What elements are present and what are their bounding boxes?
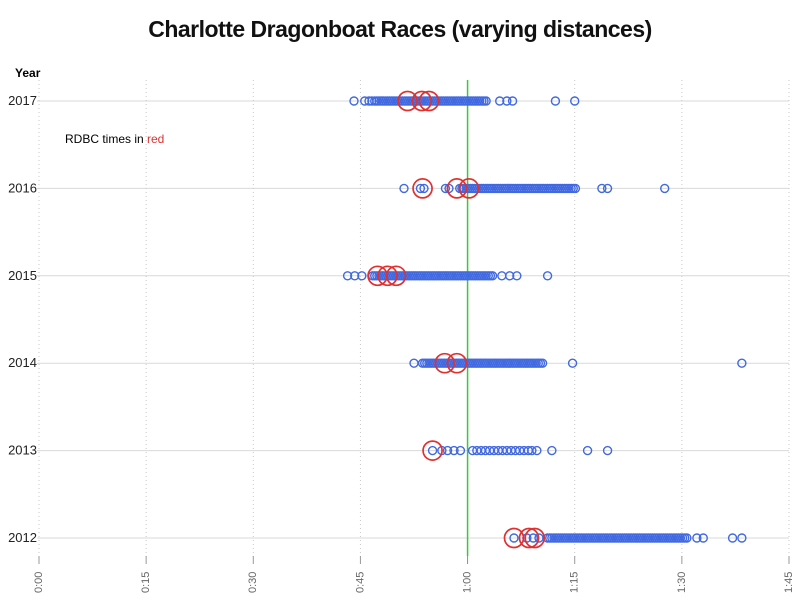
rdbc-time-point: [377, 265, 398, 287]
race-time-point: [727, 533, 738, 543]
race-time-point: [602, 445, 613, 456]
x-tick-label: 0:15: [140, 572, 152, 593]
race-time-point: [487, 271, 498, 281]
race-time-point: [507, 96, 518, 106]
rdbc-time-point: [434, 352, 456, 374]
race-time-point: [692, 533, 702, 543]
race-time-point: [570, 183, 581, 194]
year-tick-label: 2012: [8, 530, 37, 545]
race-time-point: [570, 96, 580, 106]
race-time-point: [567, 358, 578, 368]
year-tick-label: 2015: [8, 268, 37, 283]
race-time-point: [527, 445, 537, 456]
race-time-point: [419, 183, 429, 194]
x-tick-label: 0:45: [354, 572, 366, 593]
x-tick-label: 0:30: [247, 572, 259, 593]
rdbc-time-point: [458, 178, 480, 199]
race-time-point: [602, 183, 613, 194]
year-tick-label: 2016: [8, 180, 37, 195]
race-time-point: [542, 271, 553, 281]
rdbc-time-point: [518, 527, 540, 549]
rdbc-time-point: [446, 178, 468, 199]
race-time-point: [449, 445, 459, 456]
race-time-point: [481, 96, 491, 106]
race-time-point: [737, 358, 747, 368]
race-time-point: [550, 96, 561, 106]
race-time-point: [682, 533, 692, 543]
race-time-point: [342, 271, 353, 281]
rdbc-time-point: [412, 178, 433, 199]
rdbc-time-point: [397, 90, 418, 112]
rdbc-annotation-highlight: red: [147, 132, 165, 146]
x-tick-label: 0:00: [33, 572, 45, 593]
rdbc-time-point: [446, 352, 468, 374]
race-time-point: [597, 183, 607, 194]
year-tick-label: 2017: [8, 93, 37, 108]
rdbc-time-point: [385, 265, 407, 287]
race-time-point: [367, 96, 377, 106]
race-time-point: [357, 271, 367, 281]
race-time-point: [512, 271, 522, 281]
race-time-point: [442, 445, 453, 456]
year-tick-label: 2013: [8, 443, 37, 458]
y-axis-title: Year: [15, 66, 41, 80]
race-time-point: [698, 533, 708, 543]
race-time-point: [660, 183, 670, 194]
x-tick-label: 1:30: [676, 572, 688, 593]
race-time-point: [528, 533, 538, 543]
race-time-point: [455, 445, 466, 456]
race-time-point: [505, 271, 515, 281]
rdbc-time-point: [418, 90, 440, 112]
race-time-point: [582, 445, 593, 456]
race-time-point: [737, 533, 747, 543]
race-time-point: [350, 271, 360, 281]
race-time-point: [440, 183, 451, 194]
rdbc-time-point: [411, 90, 433, 112]
x-tick-label: 1:15: [569, 572, 581, 593]
rdbc-annotation: RDBC times in red: [65, 132, 164, 146]
race-time-point: [537, 358, 548, 368]
race-time-point: [532, 445, 542, 456]
rdbc-annotation-text: RDBC times in: [65, 132, 148, 146]
rdbc-time-point: [503, 527, 525, 549]
race-time-point: [427, 445, 438, 456]
x-tick-label: 1:45: [783, 572, 795, 593]
race-time-point: [360, 96, 370, 106]
race-time-point: [349, 96, 359, 106]
x-tick-label: 1:00: [461, 572, 473, 593]
race-time-point: [399, 183, 409, 194]
race-time-point: [547, 445, 557, 456]
rdbc-time-point: [422, 440, 443, 461]
race-time-point: [495, 96, 505, 106]
chart-title: Charlotte Dragonboat Races (varying dist…: [148, 16, 652, 42]
rdbc-time-point: [524, 527, 546, 549]
race-time-point: [502, 96, 512, 106]
year-tick-label: 2014: [8, 355, 37, 370]
race-time-point: [415, 183, 426, 194]
race-time-point: [509, 533, 519, 543]
